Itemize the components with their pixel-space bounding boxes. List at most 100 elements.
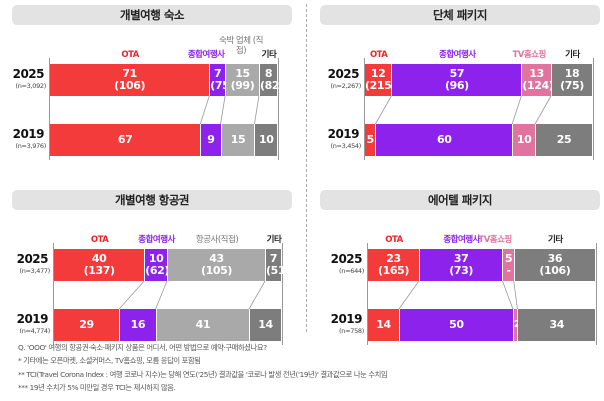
value-label: 71 (122, 67, 137, 80)
value-label: 10 (148, 252, 164, 265)
bar-segment: 12 (215) (365, 64, 396, 96)
tci-label: (137) (83, 264, 115, 277)
axis-line (49, 58, 50, 160)
category-label: 종합여행사 (443, 235, 480, 245)
value-label: 12 (370, 67, 386, 80)
category-label: 기타 (565, 50, 580, 60)
tci-label: (105) (201, 264, 233, 277)
bar-segment: 57 (96) (392, 64, 522, 96)
connector-line (513, 280, 518, 310)
value-label: 25 (556, 133, 572, 146)
sample-size: (n=4,774) (19, 327, 50, 335)
panel-title: 개별여행 항공권 (12, 190, 292, 210)
bar-segment: 43 (105) (168, 249, 266, 281)
connector-line (375, 95, 392, 125)
axis-line-right (278, 58, 279, 160)
bar-segment: 2 (513, 309, 521, 341)
bar-segment: 10 (513, 124, 535, 156)
tci-label: - (506, 264, 511, 277)
axis-line-right (596, 243, 597, 345)
panel-title: 단체 패키지 (320, 5, 600, 25)
connector-lines (375, 95, 552, 125)
connector-line (534, 95, 552, 125)
footnotes: Q. 'OOO' 여행의 항공권·숙소·패키지 상품은 어디서, 어떤 방법으로… (18, 341, 388, 394)
tci-label: (165) (377, 264, 409, 277)
value-label: 41 (195, 318, 211, 331)
bar-segment: 15 (221, 124, 255, 156)
category-label: 종합여행사 (439, 50, 476, 60)
value-label: 7 (214, 67, 222, 80)
category-label: 종합여행사 (138, 235, 175, 245)
category-label: 기타 (261, 50, 277, 60)
sample-size: (n=644) (339, 267, 364, 275)
tci-label: (99) (230, 79, 255, 92)
bar-segment: 67 (50, 124, 201, 156)
value-label: 57 (449, 67, 465, 80)
bar-segment: 14 (250, 309, 281, 341)
footnote-other: * 기타에는 오픈마켓, 소셜커머스, TV홈쇼핑, 모름 응답이 포함됨 (18, 356, 201, 366)
sample-size: (n=3,092) (15, 82, 46, 90)
sample-size: (n=3,477) (19, 267, 50, 275)
value-label: 9 (207, 133, 215, 146)
connector-line (118, 280, 145, 310)
connector-lines (118, 280, 266, 310)
connector-line (511, 95, 522, 125)
category-label: 항공사(직접) (195, 235, 239, 245)
sample-size: (n=3,454) (330, 142, 361, 150)
axis-line (364, 58, 365, 160)
category-label: OTA (369, 50, 388, 60)
category-label: 기타 (266, 235, 282, 245)
panel-title: 개별여행 숙소 (12, 5, 292, 25)
bar-segment: 36 (106) (514, 249, 595, 281)
year-label: 2019 (12, 127, 45, 141)
value-label: 15 (230, 133, 246, 146)
bar-segment: 10 (62) (145, 249, 169, 281)
bar-segment: 40 (137) (54, 249, 145, 281)
sample-size: (n=758) (339, 327, 364, 335)
connector-line (220, 95, 226, 125)
value-label: 10 (516, 133, 532, 146)
sample-size: (n=3,976) (15, 142, 46, 150)
bar-segment: 10 (255, 124, 277, 156)
year-label: 2019 (16, 312, 49, 326)
value-label: 8 (264, 67, 273, 80)
tci-label: (106) (114, 79, 146, 92)
connector-lines (398, 280, 518, 310)
value-label: 37 (453, 252, 469, 265)
value-label: 13 (529, 67, 544, 80)
category-label: TV홈쇼핑 (478, 235, 512, 245)
connector-lines (199, 95, 260, 125)
value-label: 67 (117, 133, 133, 146)
category-label: 종합여행사 (187, 50, 225, 60)
value-label: 60 (437, 133, 452, 146)
value-label: 5 (366, 133, 375, 146)
connector-line (199, 95, 210, 125)
category-label: TV홈쇼핑 (512, 50, 546, 60)
bar-segment: 18 (75) (551, 64, 592, 96)
value-label: 29 (79, 318, 94, 331)
value-label: 2 (513, 319, 521, 330)
bar-segment: 13 (124) (522, 64, 554, 96)
bar-segment: 25 (536, 124, 592, 156)
value-label: 14 (258, 318, 273, 331)
bar-segment: 29 (54, 309, 120, 341)
tci-label: (106) (539, 264, 571, 277)
tci-label: (62) (145, 264, 169, 277)
year-label: 2019 (330, 312, 363, 326)
chart-panel: 에어텔 패키지 2025 (n=644) 23 (165) OTA 37 (73) 종합여행사 5… (320, 190, 604, 360)
footnote-question: Q. 'OOO' 여행의 항공권·숙소·패키지 상품은 어디서, 어떤 방법으로… (18, 343, 267, 352)
bar-segment: 34 (518, 309, 595, 341)
connector-line (248, 280, 266, 310)
sample-size: (n=2,267) (330, 82, 361, 90)
axis-line-right (282, 243, 283, 345)
bar-segment: 16 (120, 309, 156, 341)
value-label: 43 (209, 252, 224, 265)
bar-segment: 23 (165) (368, 249, 419, 281)
footnote-tci: ** TCI(Travel Corona Index : 여행 코로나 지수)는… (18, 369, 388, 379)
value-label: 23 (386, 252, 401, 265)
bar-segment: 37 (73) (419, 249, 503, 281)
category-label: 기타 (548, 235, 563, 245)
axis-line (53, 243, 54, 345)
value-label: 34 (549, 318, 564, 331)
